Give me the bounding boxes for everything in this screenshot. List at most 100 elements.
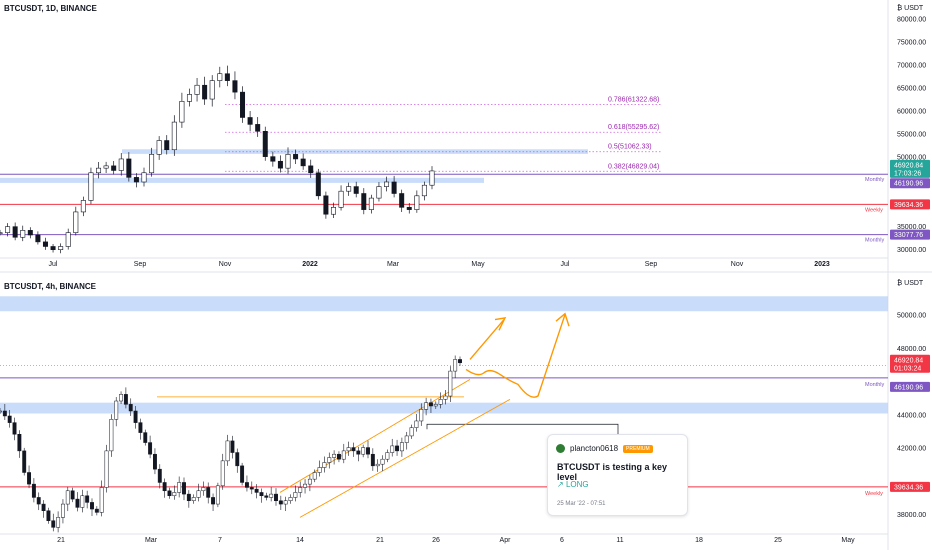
candle-body xyxy=(104,450,109,488)
top-currency-label: ₿ USDT xyxy=(897,5,923,12)
candle-body xyxy=(179,101,185,123)
idea-date: 25 Mar '22 - 07:51 xyxy=(557,501,606,507)
candle-body xyxy=(164,140,170,151)
candle-body xyxy=(206,487,211,498)
candle-body xyxy=(5,226,11,233)
candle-body xyxy=(368,197,374,210)
candle-body xyxy=(327,457,332,463)
projection-arrowhead-main xyxy=(555,312,570,327)
top-price-tick-label: 35000.00 xyxy=(897,224,926,231)
top-time-tick-label: 2023 xyxy=(814,261,830,268)
top-price-badge xyxy=(890,229,930,240)
candle-body xyxy=(12,422,17,435)
bottom-price-tick-label: 42000.00 xyxy=(897,446,926,453)
bottom-time-tick-label: 21 xyxy=(57,537,65,544)
candle-body xyxy=(315,172,321,197)
top-price-tick-label: 55000.00 xyxy=(897,132,926,139)
candle-body xyxy=(17,434,22,452)
candle-body xyxy=(224,73,230,81)
candle-body xyxy=(429,170,435,186)
candle-body xyxy=(118,158,124,171)
candle-body xyxy=(12,226,18,238)
candle-body xyxy=(128,404,133,412)
candle-body xyxy=(138,422,143,433)
candle-body xyxy=(254,488,259,493)
candle-body xyxy=(2,410,7,417)
bottom-time-tick-label: 11 xyxy=(616,537,623,544)
top-price-tick-label: 65000.00 xyxy=(897,86,926,93)
idea-title[interactable]: BTCUSDT is testing a key level xyxy=(557,462,668,482)
top-time-tick-label: Nov xyxy=(731,261,744,268)
channel-upper-line xyxy=(279,379,471,493)
top-time-tick-label: Nov xyxy=(219,261,232,268)
bottom-upper-zone xyxy=(0,296,888,312)
candle-body xyxy=(409,427,414,437)
candle-body xyxy=(366,447,370,455)
candle-body xyxy=(31,483,36,498)
candle-body xyxy=(390,445,395,453)
bottom-time-tick-label: 7 xyxy=(218,537,222,544)
idea-author-row: plancton0618 PREMIUM xyxy=(556,444,653,453)
candle-body xyxy=(186,493,191,502)
candle-body xyxy=(269,493,274,498)
idea-card[interactable]: plancton0618 PREMIUM BTCUSDT is testing … xyxy=(547,434,688,516)
channel-lower-line xyxy=(299,398,511,518)
top-price-badge-text: 46190.96 xyxy=(894,181,923,188)
candle-body xyxy=(148,442,153,455)
candle-body xyxy=(293,154,299,160)
candle-body xyxy=(194,84,200,95)
candle-body xyxy=(421,184,427,197)
candle-body xyxy=(240,91,246,118)
candle-body xyxy=(399,193,405,208)
candle-body xyxy=(270,156,276,162)
candle-body xyxy=(244,482,249,488)
idea-username[interactable]: plancton0618 xyxy=(570,444,619,453)
top-price-badge-text: 46920.84 xyxy=(894,162,923,169)
candle-body xyxy=(133,177,139,183)
candle-body xyxy=(323,195,329,215)
candle-body xyxy=(7,415,12,423)
bottom-time-tick-label: Apr xyxy=(500,537,512,544)
candle-body xyxy=(225,440,230,462)
candle-body xyxy=(419,409,424,422)
candle-body xyxy=(232,80,238,93)
bottom-price-badge-text: 39634.36 xyxy=(894,484,923,491)
candle-body xyxy=(133,410,138,423)
candle-body xyxy=(60,503,65,518)
top-price-tick-label: 70000.00 xyxy=(897,63,926,70)
top-price-tick-label: 50000.00 xyxy=(897,155,926,162)
candle-body xyxy=(51,520,56,528)
top-price-badge xyxy=(890,159,930,178)
candle-body xyxy=(249,487,254,490)
candle-body xyxy=(283,500,288,505)
bottom-time-tick-label: 25 xyxy=(774,537,782,544)
top-price-badge-text: 33077.76 xyxy=(894,232,923,239)
candle-body xyxy=(453,359,458,372)
candle-body xyxy=(111,165,117,171)
projection-arrowhead-alt xyxy=(494,316,507,331)
candle-body xyxy=(376,186,382,199)
candle-body xyxy=(428,402,433,407)
candle-body xyxy=(80,200,86,213)
candle-body xyxy=(85,495,90,503)
candle-body xyxy=(191,497,196,502)
candle-body xyxy=(73,211,79,233)
candle-body xyxy=(317,467,322,473)
candle-body xyxy=(414,420,419,428)
candle-body xyxy=(235,452,240,467)
candle-body xyxy=(215,485,220,505)
candle-body xyxy=(404,435,409,443)
candle-body xyxy=(220,460,225,487)
candle-body xyxy=(414,195,420,210)
candle-body xyxy=(162,482,167,492)
bottom-time-tick-label: May xyxy=(841,537,855,544)
candle-body xyxy=(298,487,303,493)
candle-body xyxy=(380,458,385,465)
top-time-tick-label: Sep xyxy=(645,261,658,268)
candle-body xyxy=(0,410,2,413)
candle-body xyxy=(46,510,51,521)
bottom-price-tick-label: 50000.00 xyxy=(897,313,926,320)
bottom-time-tick-label: 26 xyxy=(432,537,440,544)
candle-body xyxy=(22,450,27,473)
